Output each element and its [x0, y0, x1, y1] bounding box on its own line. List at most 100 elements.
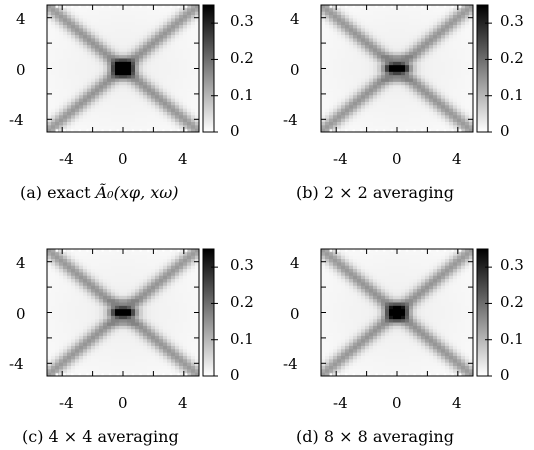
heatmap-cell: [329, 11, 334, 16]
heatmap-cell: [167, 55, 172, 59]
heatmap-cell: [377, 51, 382, 56]
edge-dot: [344, 5, 348, 8]
heatmap-cell: [67, 81, 72, 86]
heatmap-cell: [333, 255, 338, 260]
heatmap-cell: [147, 21, 152, 26]
heatmap-cell: [175, 312, 180, 317]
heatmap-cell: [123, 55, 128, 59]
heatmap-cell: [187, 325, 192, 330]
heatmap-cell: [111, 305, 116, 310]
heatmap-cell: [55, 309, 60, 313]
heatmap-cell: [361, 262, 366, 267]
heatmap-cell: [123, 282, 128, 287]
heatmap-cell: [111, 369, 116, 374]
heatmap-cell: [469, 68, 474, 73]
y-ticks-c: [47, 261, 199, 364]
heatmap-cell: [163, 369, 168, 374]
heatmap-cell: [171, 88, 176, 93]
heatmap-cell: [51, 51, 56, 56]
heatmap-cell: [345, 362, 350, 367]
heatmap-cell: [325, 359, 330, 364]
heatmap-cell: [103, 28, 108, 33]
heatmap-cell: [405, 105, 410, 109]
heatmap-cell: [321, 28, 326, 33]
heatmap-cell: [409, 111, 414, 116]
heatmap-cell: [151, 111, 156, 116]
heatmap-cell: [75, 345, 80, 350]
heatmap-cell: [99, 108, 104, 113]
heatmap-cell: [123, 68, 128, 73]
heatmap-cell: [103, 115, 108, 120]
heatmap-cell: [75, 285, 80, 290]
heatmap-cell: [183, 285, 188, 290]
heatmap-cell: [191, 332, 196, 337]
heatmap-cell: [413, 38, 418, 43]
xtick-label: 4: [452, 150, 462, 168]
heatmap-cell: [405, 125, 410, 130]
heatmap-cell: [191, 68, 196, 73]
heatmap-cell: [83, 25, 88, 29]
heatmap-cell: [135, 312, 140, 317]
heatmap-cell: [175, 25, 180, 29]
heatmap-cell: [83, 51, 88, 56]
heatmap-cell: [321, 372, 326, 377]
heatmap-cell: [119, 319, 124, 323]
heatmap-cell: [83, 295, 88, 300]
heatmap-cell: [107, 55, 112, 59]
heatmap-cell: [71, 282, 76, 287]
heatmap-cell: [183, 115, 188, 120]
heatmap-cell: [155, 11, 160, 16]
heatmap-cell: [167, 111, 172, 116]
heatmap-cell: [191, 255, 196, 260]
heatmap-cell: [325, 81, 330, 86]
heatmap-cell: [381, 125, 386, 130]
heatmap-cell: [139, 91, 144, 96]
heatmap-cell: [179, 85, 184, 89]
heatmap-cell: [115, 329, 120, 333]
heatmap-cell: [159, 18, 164, 23]
heatmap-cell: [389, 81, 394, 86]
heatmap-cell: [445, 51, 450, 56]
heatmap-cell: [321, 41, 326, 46]
heatmap-cell: [357, 275, 362, 280]
heatmap-cell: [111, 342, 116, 347]
heatmap-cell: [55, 285, 60, 290]
edge-dot: [436, 129, 439, 132]
heatmap-cell: [95, 272, 100, 277]
heatmap-cell: [183, 101, 188, 106]
heatmap-cell: [469, 55, 474, 59]
heatmap-cell: [329, 28, 334, 33]
heatmap-cell: [87, 299, 92, 303]
heatmap-cell: [151, 315, 156, 320]
heatmap-cell: [345, 91, 350, 96]
heatmap-cell: [183, 21, 188, 26]
heatmap-cell: [397, 95, 402, 99]
heatmap-cell: [453, 111, 458, 116]
heatmap-cell: [325, 259, 330, 263]
heatmap-cell: [159, 11, 164, 16]
heatmap-cell: [143, 282, 148, 287]
heatmap-cell: [151, 329, 156, 333]
heatmap-cell: [107, 71, 112, 76]
heatmap-cell: [87, 75, 92, 79]
heatmap-cell: [159, 332, 164, 337]
heatmap-cell: [449, 65, 454, 69]
heatmap-cell: [409, 88, 414, 93]
heatmap-cell: [469, 58, 474, 63]
heatmap-cell: [107, 21, 112, 26]
heatmap-cell: [155, 249, 160, 253]
heatmap-cell: [151, 45, 156, 49]
heatmap-cell: [377, 58, 382, 63]
heatmap-cell: [147, 48, 152, 53]
heatmap-cell: [47, 45, 52, 49]
heatmap-cell: [321, 279, 326, 283]
heatmap-cell: [151, 115, 156, 120]
heatmap-cell: [349, 305, 354, 310]
heatmap-cell: [333, 38, 338, 43]
heatmap-cell: [59, 309, 64, 313]
heatmap-cell: [405, 115, 410, 120]
heatmap-cell: [159, 35, 164, 39]
heatmap-cell: [47, 362, 52, 367]
heatmap-cell: [119, 65, 124, 69]
heatmap-cell: [95, 61, 100, 66]
